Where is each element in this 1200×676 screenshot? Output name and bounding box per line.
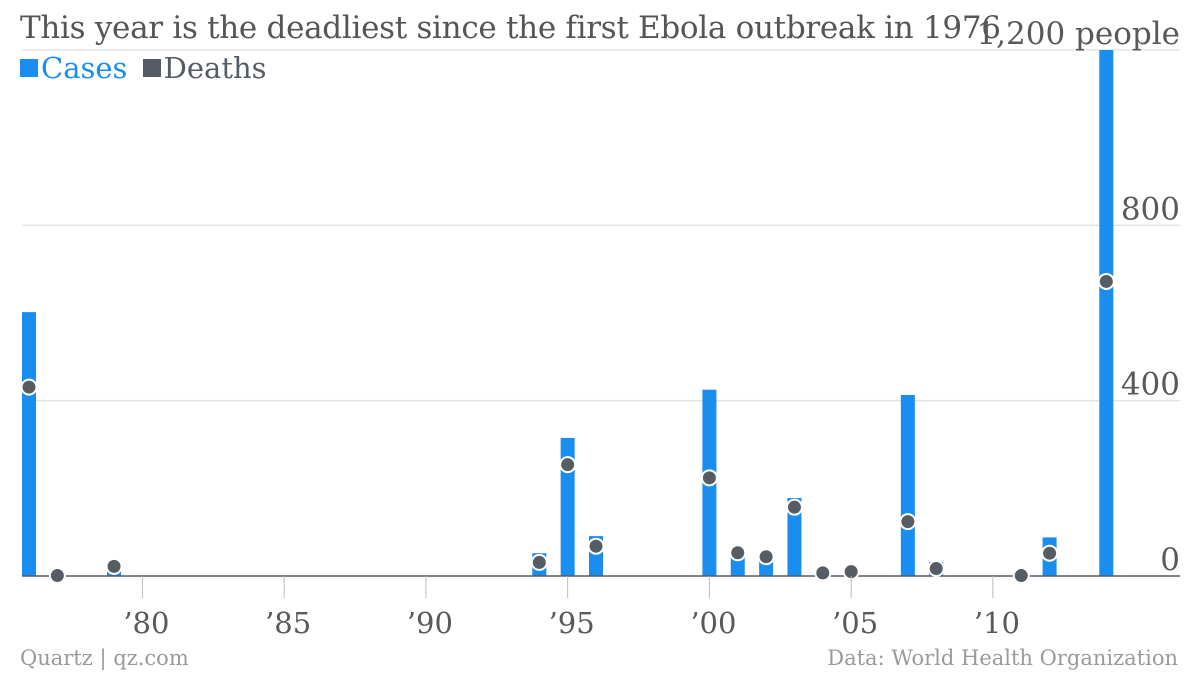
dot-deaths-1996	[587, 537, 605, 555]
deaths-swatch	[142, 59, 161, 77]
dot-deaths-2003	[785, 498, 803, 516]
bar-cases-2003	[787, 497, 802, 576]
dot-deaths-1995	[559, 456, 577, 474]
bar-cases-1995	[560, 437, 575, 576]
footer-source-left: Quartz | qz.com	[20, 646, 189, 670]
dot-deaths-1977	[48, 567, 66, 585]
dot-deaths-2007	[899, 513, 917, 531]
dot-deaths-2012	[1041, 544, 1059, 562]
dot-deaths-2001	[729, 544, 747, 562]
legend: Cases Deaths	[20, 50, 273, 85]
legend-item-cases: Cases	[20, 51, 127, 85]
legend-item-deaths: Deaths	[142, 51, 267, 85]
x-tick-label-0: ’80	[123, 606, 169, 640]
x-tick-label-6: ’10	[974, 606, 1020, 640]
bar-cases-1976	[22, 312, 36, 576]
chart-title: This year is the deadliest since the fir…	[20, 10, 1001, 46]
x-tick-label-2: ’90	[407, 606, 453, 640]
dot-deaths-1979	[105, 557, 123, 575]
dot-deaths-2011	[1012, 567, 1030, 585]
bar-cases-2007	[900, 394, 915, 576]
y-tick-label-0: 0	[1160, 542, 1180, 578]
bar-cases-2002	[759, 560, 774, 576]
y-tick-label-3: 1,200 people	[976, 16, 1180, 52]
x-tick-label-3: ’95	[549, 606, 595, 640]
cases-swatch	[20, 59, 38, 77]
x-tick-label-1: ’85	[265, 606, 311, 640]
dot-deaths-2014	[1097, 272, 1115, 290]
footer-source-right: Data: World Health Organization	[827, 646, 1178, 670]
dot-deaths-2004	[814, 564, 832, 582]
x-tick-label-5: ’05	[832, 606, 878, 640]
x-tick-label-4: ’00	[690, 606, 736, 640]
bar-cases-2014	[1099, 50, 1114, 576]
dot-deaths-2000	[700, 469, 718, 487]
dot-deaths-2002	[757, 548, 775, 566]
legend-label-cases: Cases	[41, 51, 128, 85]
y-tick-label-2: 800	[1121, 191, 1180, 227]
dot-deaths-1994	[530, 553, 548, 571]
y-tick-label-1: 400	[1121, 367, 1180, 403]
legend-label-deaths: Deaths	[163, 51, 267, 85]
dot-deaths-1976	[20, 378, 38, 396]
dot-deaths-2008	[927, 560, 945, 578]
